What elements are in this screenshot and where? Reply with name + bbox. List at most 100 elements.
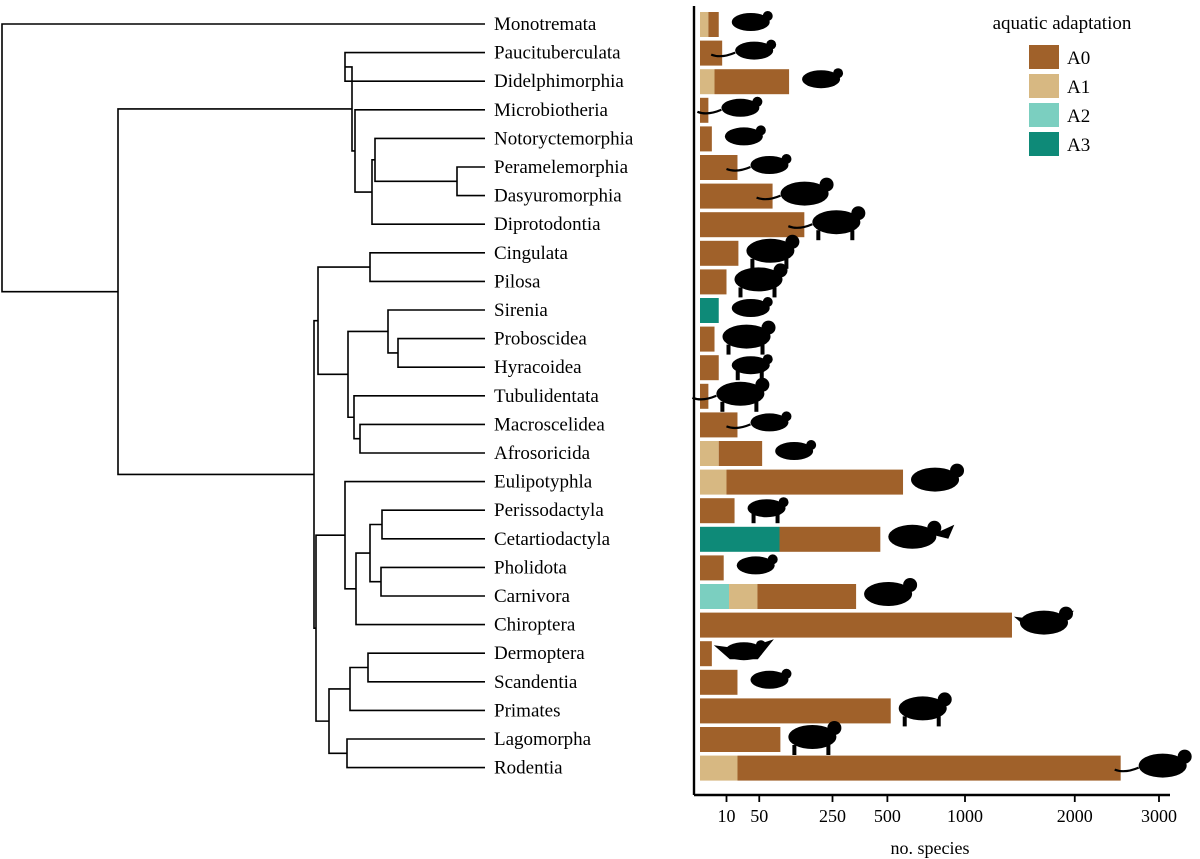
anteater-icon bbox=[734, 263, 788, 298]
bar-area bbox=[700, 12, 1121, 781]
x-axis: 10 50 250 500 1000 2000 3000 bbox=[692, 6, 1177, 826]
order-label: Cingulata bbox=[494, 243, 568, 264]
order-label: Monotremata bbox=[494, 14, 597, 35]
tree-branch bbox=[349, 666, 485, 712]
order-label: Tubulidentata bbox=[494, 386, 599, 407]
x-tick-label: 1000 bbox=[947, 806, 983, 826]
bar-microbiotheria-a0 bbox=[700, 97, 709, 123]
tree-branch bbox=[367, 652, 485, 683]
dormouse-possum-icon bbox=[696, 96, 763, 117]
legend-label-a0: A0 bbox=[1067, 48, 1090, 69]
elephant-icon bbox=[722, 320, 776, 355]
bar-cingulata-a0 bbox=[700, 240, 739, 266]
bar-afrosoricida-a1 bbox=[700, 441, 719, 466]
manatee-icon bbox=[731, 297, 773, 317]
bar-notoryctemorphia-a0 bbox=[700, 126, 712, 152]
order-label: Paucituberculata bbox=[494, 43, 621, 64]
bar-eulipotyphla-a1 bbox=[700, 469, 727, 495]
order-label: Perissodactyla bbox=[494, 500, 604, 521]
bar-carnivora-a0 bbox=[757, 584, 857, 609]
order-label: Eulipotyphla bbox=[494, 472, 593, 493]
hedgehog-icon bbox=[911, 463, 965, 492]
legend-swatch-a2 bbox=[1029, 103, 1059, 127]
bar-rodentia-a1 bbox=[700, 755, 738, 781]
horse-icon bbox=[747, 497, 789, 524]
tree-branch bbox=[374, 137, 485, 183]
tree-branch bbox=[355, 552, 485, 626]
tree-branch bbox=[369, 252, 485, 283]
tree-branch bbox=[456, 166, 485, 197]
legend-swatch-a1 bbox=[1029, 74, 1059, 98]
order-label: Scandentia bbox=[494, 672, 578, 693]
bar-afrosoricida-a0 bbox=[718, 441, 763, 466]
order-label: Lagomorpha bbox=[494, 729, 592, 750]
legend-label-a1: A1 bbox=[1067, 77, 1090, 98]
colugo-icon bbox=[713, 639, 774, 661]
order-label: Chiroptera bbox=[494, 615, 576, 636]
bandicoot-icon bbox=[726, 154, 792, 174]
order-label: Didelphimorphia bbox=[494, 71, 624, 92]
pangolin-icon bbox=[736, 554, 778, 575]
legend-title: aquatic adaptation bbox=[993, 13, 1132, 34]
bar-sirenia-a3 bbox=[700, 298, 719, 323]
order-label: Proboscidea bbox=[494, 329, 587, 350]
legend-swatch-a3 bbox=[1029, 132, 1059, 156]
sea-lion-icon bbox=[864, 578, 918, 606]
bar-proboscidea-a0 bbox=[700, 326, 715, 352]
order-label: Dasyuromorphia bbox=[494, 186, 622, 207]
aardvark-icon bbox=[691, 377, 770, 412]
tree-branch bbox=[1, 23, 485, 293]
treeshrew-icon bbox=[750, 668, 792, 689]
order-labels: Monotremata Paucituberculata Didelphimorph… bbox=[494, 14, 634, 779]
bar-diprotodontia-a0 bbox=[700, 212, 805, 238]
x-tick-label: 50 bbox=[750, 806, 768, 826]
bar-didelphimorphia-a0 bbox=[714, 69, 790, 95]
bar-perissodactyla-a0 bbox=[700, 498, 735, 524]
marsupial-mole-icon bbox=[724, 125, 766, 146]
bar-pilosa-a0 bbox=[700, 269, 727, 295]
bar-paucituberculata-a0 bbox=[700, 40, 723, 66]
opossum-icon bbox=[710, 39, 777, 60]
tree-branch bbox=[344, 51, 485, 82]
tree-branch bbox=[117, 108, 352, 476]
bar-dermoptera-a0 bbox=[700, 641, 712, 667]
bar-eulipotyphla-a0 bbox=[726, 469, 904, 495]
rabbit-icon bbox=[788, 721, 842, 755]
order-label: Hyracoidea bbox=[494, 357, 582, 378]
order-label: Afrosoricida bbox=[494, 443, 591, 464]
tenrec-icon bbox=[775, 440, 817, 460]
tree-branch bbox=[353, 395, 485, 440]
x-axis-label: no. species bbox=[891, 838, 970, 858]
armadillo-icon bbox=[746, 234, 800, 269]
x-tick-label: 500 bbox=[874, 806, 901, 826]
bar-dasyuromorphia-a0 bbox=[700, 183, 773, 209]
order-label: Macroscelidea bbox=[494, 414, 605, 435]
bar-monotremata-a1 bbox=[700, 12, 709, 37]
bar-didelphimorphia-a1 bbox=[700, 69, 715, 95]
legend-swatch-a0 bbox=[1029, 45, 1059, 69]
kangaroo-icon bbox=[787, 206, 866, 241]
elephant-shrew-icon bbox=[726, 411, 792, 432]
bar-monotremata-a0 bbox=[708, 12, 719, 37]
bar-carnivora-a2 bbox=[700, 584, 730, 609]
order-label: Primates bbox=[494, 700, 561, 721]
hyrax-icon bbox=[731, 354, 773, 381]
platypus-icon bbox=[731, 11, 773, 31]
tree-branch bbox=[344, 480, 485, 590]
tree-branch bbox=[387, 309, 485, 354]
bar-hyracoidea-a0 bbox=[700, 355, 719, 381]
bar-lagomorpha-a0 bbox=[700, 727, 781, 752]
x-tick-label: 2000 bbox=[1057, 806, 1093, 826]
order-label: Pholidota bbox=[494, 557, 567, 578]
bar-cetartiodactyla-a3 bbox=[700, 526, 780, 552]
order-label: Dermoptera bbox=[494, 643, 585, 664]
x-tick-label: 10 bbox=[717, 806, 735, 826]
order-label: Carnivora bbox=[494, 586, 571, 607]
legend-label-a3: A3 bbox=[1067, 135, 1090, 156]
bar-rodentia-a0 bbox=[737, 755, 1121, 781]
tree-branch bbox=[371, 159, 485, 225]
order-label: Cetartiodactyla bbox=[494, 529, 611, 550]
phylogenetic-tree bbox=[1, 23, 485, 769]
bar-carnivora-a1 bbox=[729, 584, 758, 609]
